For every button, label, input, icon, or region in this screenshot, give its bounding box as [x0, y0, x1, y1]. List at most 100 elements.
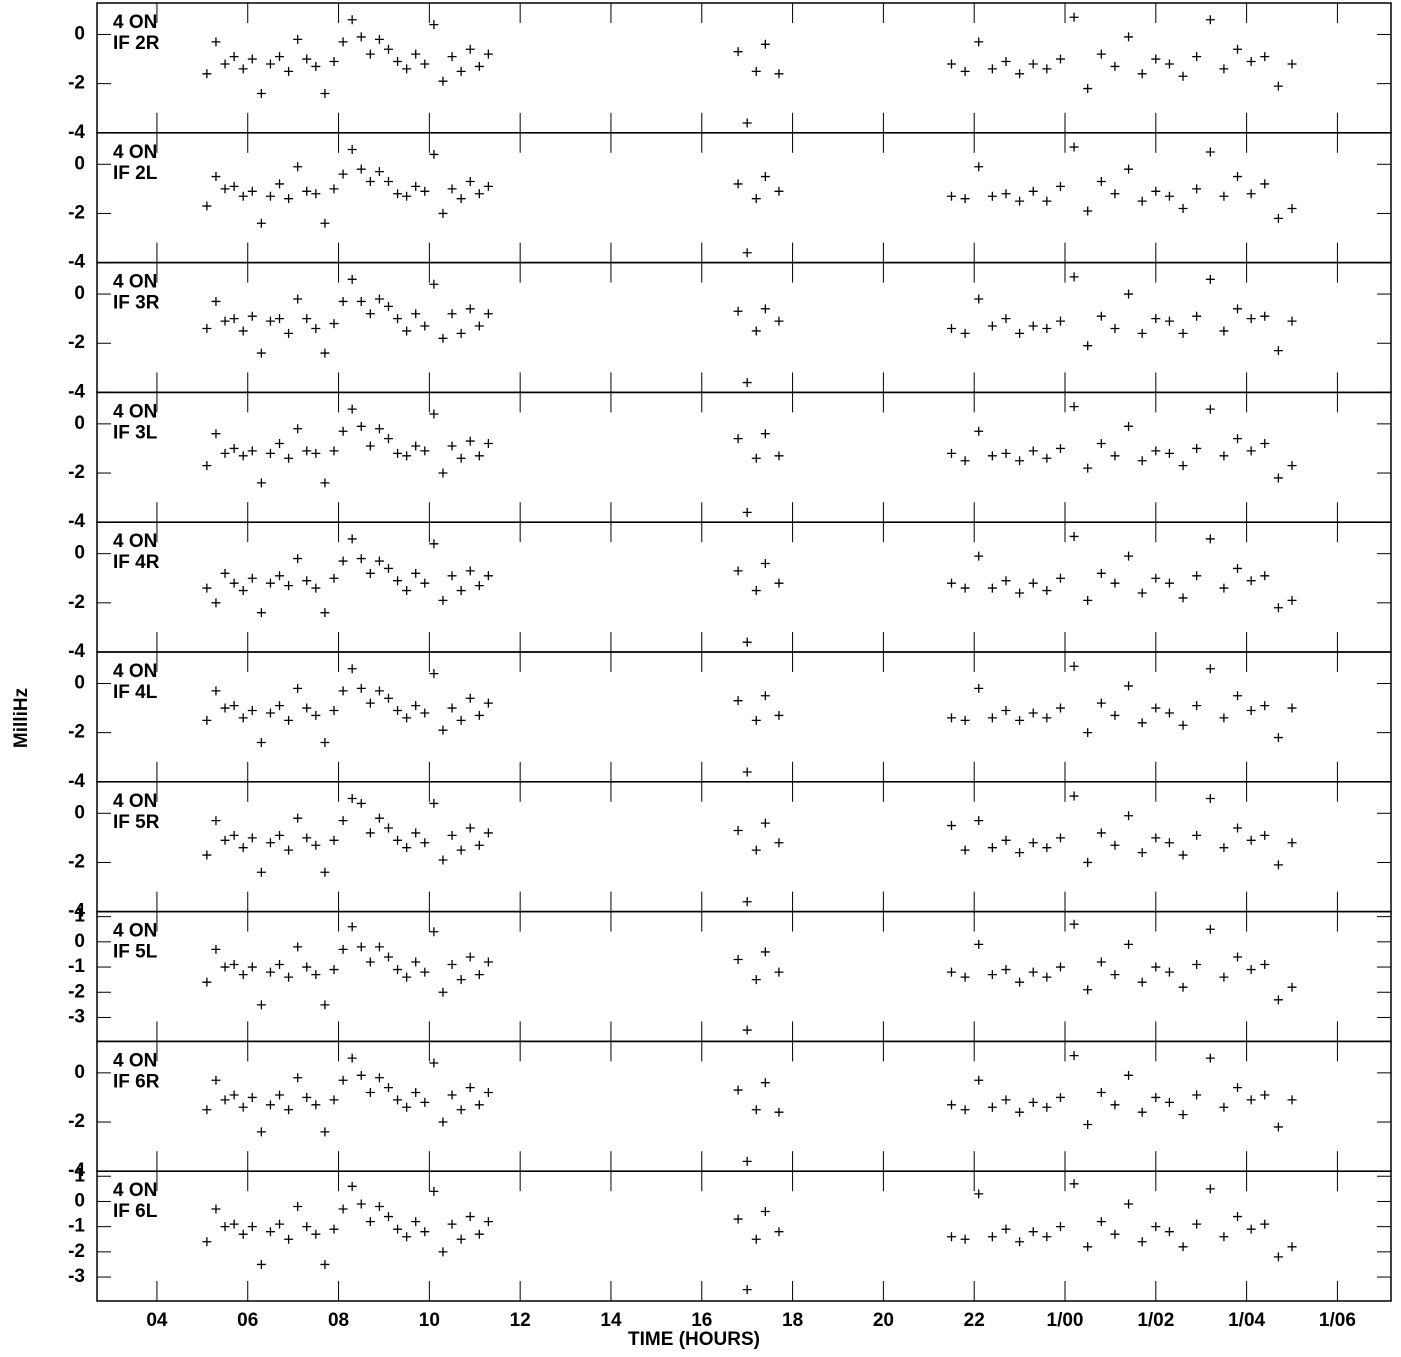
data-point: [1205, 274, 1215, 284]
data-point: [220, 1095, 230, 1105]
data-point: [474, 189, 484, 199]
data-point: [760, 39, 770, 49]
y-tick-label: -2: [68, 202, 85, 223]
data-point: [1246, 576, 1256, 586]
y-tick-label: -4: [68, 381, 85, 402]
data-point: [311, 583, 321, 593]
data-point: [474, 1100, 484, 1110]
data-point: [465, 566, 475, 576]
data-point: [1001, 1095, 1011, 1105]
data-point: [1137, 588, 1147, 598]
data-point: [329, 57, 339, 67]
data-point: [211, 944, 221, 954]
data-point: [265, 967, 275, 977]
data-point: [420, 1097, 430, 1107]
data-point: [1110, 1100, 1120, 1110]
data-point: [229, 1090, 239, 1100]
y-tick-label: -2: [68, 981, 85, 1002]
data-point: [1178, 593, 1188, 603]
data-point: [1042, 323, 1052, 333]
data-point: [974, 1075, 984, 1085]
data-point: [329, 446, 339, 456]
data-point: [374, 813, 384, 823]
data-point: [411, 181, 421, 191]
data-point: [1246, 706, 1256, 716]
data-point: [238, 843, 248, 853]
data-point: [1273, 1252, 1283, 1262]
x-tick-label: 20: [873, 1310, 894, 1331]
data-point: [1137, 456, 1147, 466]
data-point: [438, 855, 448, 865]
data-point: [1124, 32, 1134, 42]
data-point: [1069, 1179, 1079, 1189]
data-point: [338, 816, 348, 826]
data-point: [356, 164, 366, 174]
data-point: [960, 1234, 970, 1244]
data-point: [202, 1237, 212, 1247]
data-point: [374, 686, 384, 696]
data-point: [429, 1186, 439, 1196]
data-point: [356, 683, 366, 693]
data-point: [338, 1204, 348, 1214]
data-point: [1287, 595, 1297, 605]
x-tick-label: 04: [146, 1310, 168, 1331]
data-point: [1164, 838, 1174, 848]
data-point: [1137, 848, 1147, 858]
data-point: [311, 970, 321, 980]
data-point: [275, 179, 285, 189]
data-point: [393, 57, 403, 67]
y-tick-label: -2: [68, 1241, 85, 1262]
data-point: [356, 1070, 366, 1080]
data-point: [1124, 164, 1134, 174]
x-tick-label: 10: [419, 1310, 440, 1331]
data-point: [1137, 1107, 1147, 1117]
data-point: [256, 737, 266, 747]
y-tick-label: 0: [74, 672, 85, 693]
data-point: [733, 179, 743, 189]
data-point: [238, 64, 248, 74]
data-point: [447, 960, 457, 970]
data-point: [1151, 962, 1161, 972]
data-point: [365, 957, 375, 967]
data-point: [1069, 12, 1079, 22]
data-point: [1233, 691, 1243, 701]
data-point: [429, 409, 439, 419]
data-point: [751, 453, 761, 463]
data-point: [1083, 341, 1093, 351]
data-point: [1069, 1051, 1079, 1061]
data-point: [247, 1222, 257, 1232]
data-point: [1055, 443, 1065, 453]
data-point: [311, 1229, 321, 1239]
data-point: [456, 453, 466, 463]
x-tick-label: 1/02: [1137, 1310, 1174, 1331]
y-tick-label: 0: [74, 802, 85, 823]
data-point: [402, 586, 412, 596]
data-point: [311, 61, 321, 71]
data-point: [1287, 204, 1297, 214]
data-point: [760, 818, 770, 828]
data-point: [220, 1222, 230, 1232]
data-point: [1219, 972, 1229, 982]
data-point: [211, 296, 221, 306]
data-point: [320, 737, 330, 747]
data-point: [1219, 1232, 1229, 1242]
data-point: [1028, 59, 1038, 69]
data-point: [402, 972, 412, 982]
data-point: [383, 952, 393, 962]
y-tick-label: 0: [74, 1062, 85, 1083]
data-point: [1124, 681, 1134, 691]
data-point: [946, 1232, 956, 1242]
data-point: [356, 1199, 366, 1209]
data-point: [429, 1058, 439, 1068]
data-point: [733, 1214, 743, 1224]
panel-label: 4 ON: [113, 142, 157, 163]
data-point: [1164, 578, 1174, 588]
data-point: [238, 970, 248, 980]
data-point: [1055, 1222, 1065, 1232]
data-point: [293, 162, 303, 172]
data-point: [338, 686, 348, 696]
panel-label: 4 ON: [113, 1180, 157, 1201]
x-tick-label: 16: [691, 1310, 712, 1331]
data-point: [751, 326, 761, 336]
data-point: [284, 328, 294, 338]
